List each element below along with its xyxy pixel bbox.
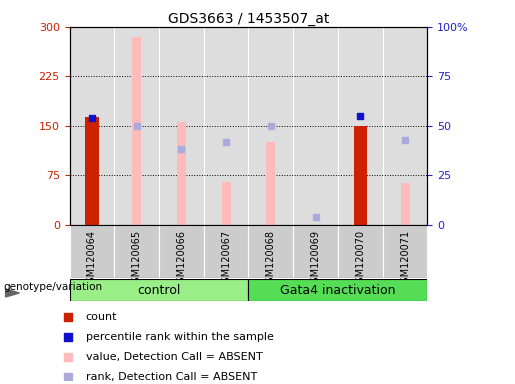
Point xyxy=(267,123,275,129)
Text: value, Detection Call = ABSENT: value, Detection Call = ABSENT xyxy=(86,352,263,362)
Bar xyxy=(132,37,141,225)
Bar xyxy=(177,122,186,225)
Bar xyxy=(85,117,98,225)
Polygon shape xyxy=(6,289,20,297)
Text: GSM120068: GSM120068 xyxy=(266,230,276,289)
Bar xyxy=(221,182,231,225)
Bar xyxy=(70,225,114,278)
Point xyxy=(88,115,96,121)
Point xyxy=(64,374,72,380)
Bar xyxy=(266,142,276,225)
Bar xyxy=(70,279,248,301)
Bar xyxy=(401,183,409,225)
Bar xyxy=(383,225,427,278)
Point xyxy=(64,314,72,320)
Point xyxy=(401,137,409,143)
Text: GSM120070: GSM120070 xyxy=(355,230,365,289)
Point xyxy=(64,334,72,340)
Text: GSM120064: GSM120064 xyxy=(87,230,97,289)
Text: control: control xyxy=(138,284,181,297)
Bar xyxy=(354,126,367,225)
Bar xyxy=(338,225,383,278)
Point xyxy=(132,123,141,129)
Bar xyxy=(114,225,159,278)
Point xyxy=(222,139,230,145)
Bar xyxy=(293,225,338,278)
Bar xyxy=(204,225,248,278)
Point xyxy=(312,214,320,220)
Point xyxy=(177,146,185,152)
Point xyxy=(356,113,365,119)
Text: genotype/variation: genotype/variation xyxy=(4,282,102,292)
Bar xyxy=(248,225,293,278)
Text: GSM120066: GSM120066 xyxy=(176,230,186,289)
Text: GSM120071: GSM120071 xyxy=(400,230,410,289)
Text: GSM120067: GSM120067 xyxy=(221,230,231,289)
Text: rank, Detection Call = ABSENT: rank, Detection Call = ABSENT xyxy=(86,372,257,382)
Text: count: count xyxy=(86,312,117,322)
Point xyxy=(64,354,72,360)
Text: Gata4 inactivation: Gata4 inactivation xyxy=(280,284,396,297)
Bar xyxy=(248,279,427,301)
Text: percentile rank within the sample: percentile rank within the sample xyxy=(86,332,273,342)
Bar xyxy=(159,225,204,278)
Text: GSM120065: GSM120065 xyxy=(132,230,142,289)
Title: GDS3663 / 1453507_at: GDS3663 / 1453507_at xyxy=(168,12,329,26)
Text: GSM120069: GSM120069 xyxy=(311,230,321,289)
